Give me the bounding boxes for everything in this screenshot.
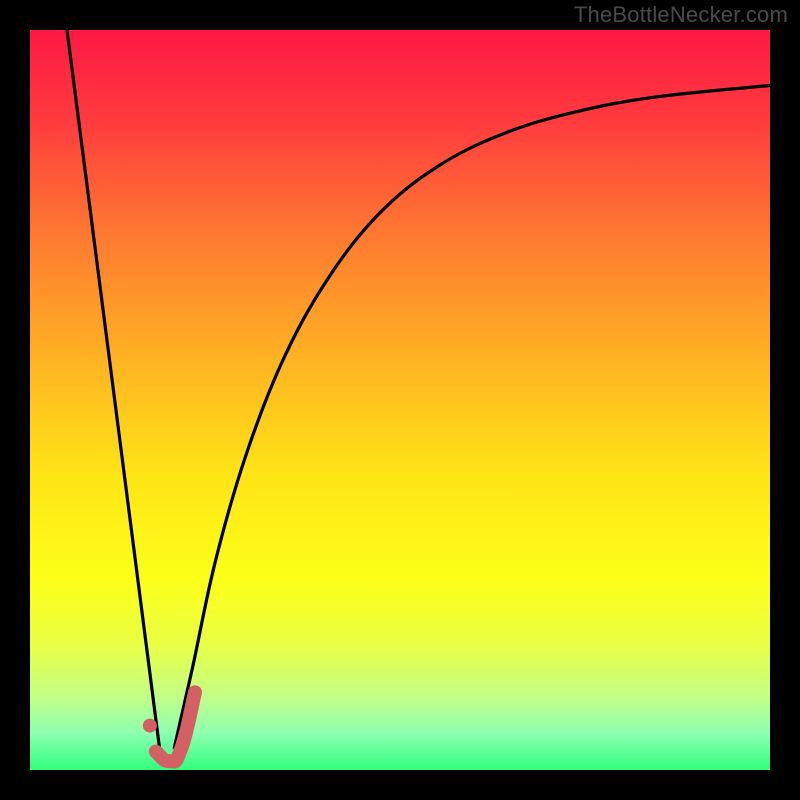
chart-curves [30,30,770,770]
left-v-segment [67,30,160,748]
plot-area [30,30,770,770]
right-rising-curve [174,86,770,748]
j-marker [143,692,195,761]
watermark-text: TheBottleNecker.com [574,2,788,28]
